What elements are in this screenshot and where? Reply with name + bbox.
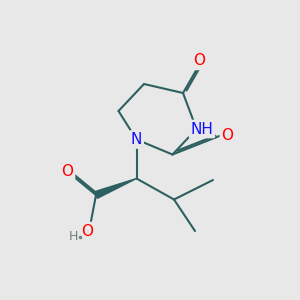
Polygon shape bbox=[94, 178, 136, 198]
Text: O: O bbox=[221, 128, 233, 142]
Text: NH: NH bbox=[190, 122, 213, 136]
Text: N: N bbox=[131, 132, 142, 147]
Text: O: O bbox=[81, 224, 93, 238]
Text: O: O bbox=[61, 164, 74, 178]
Text: O: O bbox=[194, 53, 206, 68]
Text: H: H bbox=[69, 230, 78, 244]
